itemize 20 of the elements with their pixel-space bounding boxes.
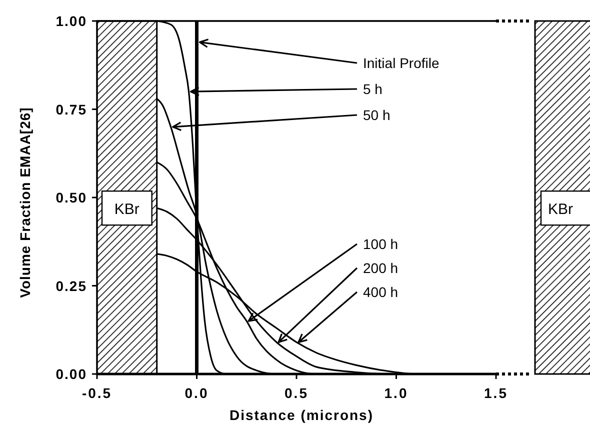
text: KBr <box>548 201 574 218</box>
x-tick-label: 0.0 <box>184 385 209 401</box>
y-tick-label: 0.00 <box>56 366 87 382</box>
x-tick-label: 1.5 <box>484 385 508 401</box>
x-tick-label: -0.5 <box>82 385 112 401</box>
x-tick-label: 0.5 <box>284 385 308 401</box>
annotation: 50 h <box>363 107 390 123</box>
y-tick-label: 0.25 <box>56 278 87 294</box>
y-tick-label: 0.75 <box>56 101 87 118</box>
annotation: 400 h <box>363 284 398 300</box>
y-tick-label: 0.50 <box>56 190 87 206</box>
y-axis-title: Volume Fraction EMAA[26] <box>17 107 33 298</box>
annotation: 200 h <box>363 260 398 276</box>
x-tick-label: 1.0 <box>384 385 408 401</box>
annotation: 5 h <box>363 81 382 97</box>
annotation: 100 h <box>363 236 398 252</box>
band-label: KBr <box>114 201 140 218</box>
x-axis-title: Distance (microns) <box>229 407 374 423</box>
ref-line-label: Initial Profile <box>363 55 440 71</box>
y-tick-label: 1.00 <box>56 13 87 29</box>
